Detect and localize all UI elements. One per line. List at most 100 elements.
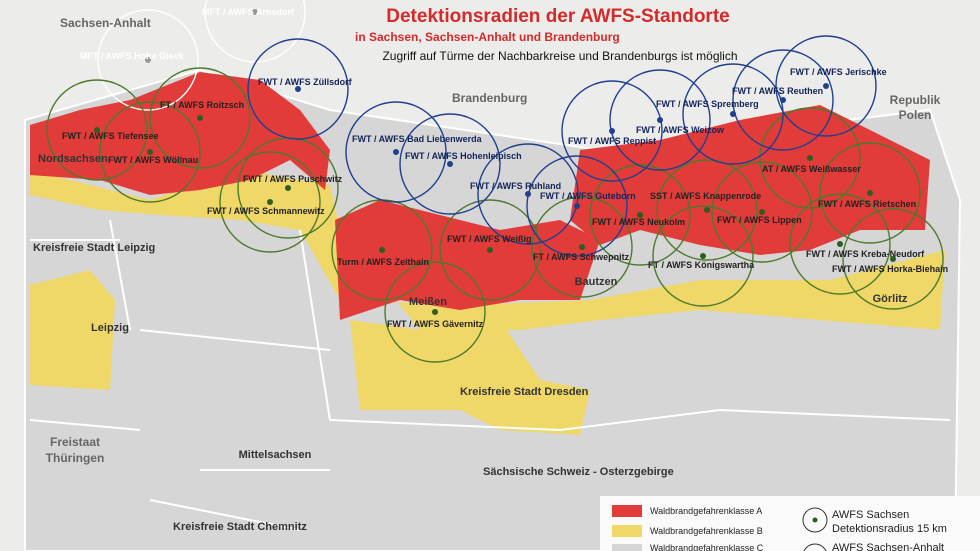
station-label: FWT / AWFS Züllsdorf (258, 77, 353, 87)
station-label: FWT / AWFS Tiefensee (62, 131, 159, 141)
legend-swatch-c (612, 544, 642, 551)
station-dot (780, 97, 786, 103)
detection-radius (439, 199, 541, 301)
legend-label: Waldbrandgefahrenklasse A (650, 506, 762, 516)
region-label: Brandenburg (452, 91, 527, 105)
station-label: FWT / AWFS Spremberg (656, 99, 759, 109)
legend-circle (803, 543, 827, 551)
detection-radius (732, 49, 834, 151)
station-dot (487, 247, 493, 253)
station-label: FT / AWFS Roitzsch (160, 100, 244, 110)
zone-b (350, 320, 590, 435)
legend-label: Waldbrandgefahrenklasse C (650, 543, 764, 551)
station-dot (890, 256, 896, 262)
zone-b (30, 170, 945, 330)
station-dot (637, 212, 643, 218)
legend-label: AWFS Sachsen (832, 509, 909, 521)
region-label: Mittelsachsen (239, 449, 312, 461)
station-dot (704, 207, 710, 213)
station-dot (609, 128, 615, 134)
station-label: SST / AWFS Knappenrode (650, 191, 761, 201)
detection-radius (99, 101, 201, 203)
station-dot (285, 185, 291, 191)
station-dot (379, 247, 385, 253)
station-dot (525, 191, 531, 197)
detection-radius (589, 164, 691, 266)
subtitle: in Sachsen, Sachsen-Anhalt und Brandenbu… (355, 30, 620, 44)
legend-circle (802, 507, 828, 533)
station-label: MFT / AWFS Hohe Gieck (80, 51, 185, 61)
region-label: Meißen (409, 296, 447, 308)
station-dot (432, 309, 438, 315)
station-dot (579, 244, 585, 250)
detection-radius (97, 9, 199, 111)
station-label: MFT / AWFS Arnsdorf (202, 7, 295, 17)
legend-dot (812, 517, 818, 523)
station-dot (657, 117, 663, 123)
station-dot (393, 149, 399, 155)
region-label: Polen (899, 108, 932, 122)
station-dot (197, 115, 203, 121)
region-label: Kreisfreie Stadt Dresden (460, 386, 589, 398)
station-label: FWT / AWFS Puschwitz (243, 174, 343, 184)
station-dot (574, 203, 580, 209)
zone-b-leipzig (30, 270, 115, 390)
station-label: FWT / AWFS Schmannewitz (207, 206, 325, 216)
station-label: FWT / AWFS Jerischke (790, 67, 887, 77)
station-label: FWT / AWFS Wöllnau (108, 155, 198, 165)
detection-radius (789, 193, 891, 295)
region-label: Sachsen-Anhalt (60, 16, 151, 30)
station-dot (837, 241, 843, 247)
detection-radius (46, 79, 148, 181)
station-label: FT / AWFS Königswartha (648, 260, 755, 270)
station-dot (94, 127, 100, 133)
station-label: FWT / AWFS Gävernitz (387, 319, 484, 329)
detection-radius (204, 0, 306, 63)
station-label: FWT / AWFS Kreba-Neudorf (806, 249, 925, 259)
station-dot (267, 199, 273, 205)
detection-radius (682, 63, 784, 165)
station-label: FWT / AWFS Bad Liebenwerda (352, 134, 483, 144)
district-borders (29, 219, 951, 531)
station-label: FWT / AWFS Rietschen (818, 199, 916, 209)
detection-radius (247, 38, 349, 140)
detection-radius (149, 67, 251, 169)
detection-radius (561, 80, 663, 182)
station-dot (295, 86, 301, 92)
region-label: Leipzig (91, 322, 129, 334)
detection-radius (775, 35, 877, 137)
region-label: Görlitz (873, 293, 908, 305)
station-label: FWT / AWFS Lippen (717, 215, 802, 225)
station-dot (807, 155, 813, 161)
region-label: Republik (890, 93, 941, 107)
station-dot (252, 9, 258, 15)
station-label: FWT / AWFS Neukolm (592, 217, 685, 227)
region-label: Kreisfreie Stadt Leipzig (33, 242, 155, 254)
station-label: AT / AWFS Weißwasser (762, 164, 861, 174)
station-label: FWT / AWFS Horka-Biehain (832, 264, 948, 274)
station-dot (867, 190, 873, 196)
legend-label: Waldbrandgefahrenklasse B (650, 526, 763, 536)
station-label: FWT / AWFS Weizow (636, 125, 725, 135)
detection-radius (656, 159, 758, 261)
station-label: FWT / AWFS Guteborn (540, 191, 636, 201)
station-label: FWT / AWFS Hohenleipisch (405, 151, 522, 161)
station-label: FWT / AWFS Reppist (568, 136, 656, 146)
detection-radius (711, 161, 813, 263)
detection-radius (609, 69, 711, 171)
region-label: Kreisfreie Stadt Chemnitz (173, 521, 307, 533)
detection-radius (477, 143, 579, 245)
detection-radius (819, 142, 921, 244)
detection-radius (526, 155, 628, 257)
zone-a (30, 72, 330, 195)
legend-label: AWFS Sachsen-Anhalt (832, 542, 944, 551)
station-label: FWT / AWFS Weißig (447, 234, 532, 244)
zone-a (570, 105, 930, 255)
detection-radius (652, 205, 754, 307)
station-label: FWT / AWFS Reuthen (732, 86, 823, 96)
region-label: Freistaat (50, 435, 100, 449)
legend-box (600, 496, 980, 551)
legend-swatch-a (612, 505, 642, 517)
